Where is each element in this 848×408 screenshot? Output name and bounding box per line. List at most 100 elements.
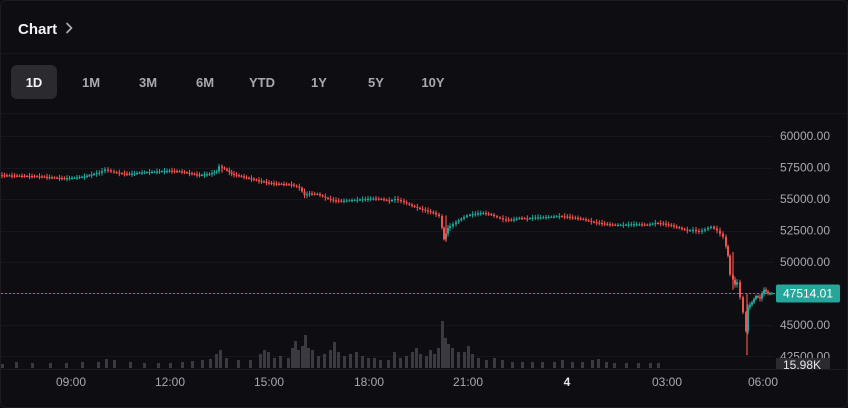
candle-body xyxy=(670,224,673,227)
tab-ytd[interactable]: YTD xyxy=(249,74,275,90)
candle-body xyxy=(311,193,313,195)
volume-bar xyxy=(181,362,184,368)
candle-body xyxy=(1,175,3,177)
tab-6m[interactable]: 6M xyxy=(195,74,215,90)
candle-body xyxy=(457,220,460,223)
candle-body xyxy=(23,175,26,178)
candle-body xyxy=(505,219,507,221)
volume-bar xyxy=(105,359,108,368)
candle-body xyxy=(722,233,724,237)
candle-body xyxy=(710,226,712,229)
volume-bar xyxy=(444,338,447,368)
candle-body xyxy=(555,216,558,218)
candle-body xyxy=(547,216,550,219)
candle-body xyxy=(141,172,143,174)
y-axis-label: 60000.00 xyxy=(780,129,830,143)
candle-body xyxy=(630,224,633,226)
candle-body xyxy=(394,199,396,201)
candle-body xyxy=(86,175,88,177)
volume-bar xyxy=(625,363,628,368)
candle-body xyxy=(198,174,201,176)
candle-body xyxy=(515,218,518,220)
chart-header[interactable]: Chart xyxy=(18,19,73,39)
candle-body xyxy=(657,222,659,225)
x-axis-label: 12:00 xyxy=(155,375,185,389)
tab-1d[interactable]: 1D xyxy=(11,65,57,99)
volume-bar xyxy=(294,341,297,368)
y-axis-label: 52500.00 xyxy=(780,224,830,238)
candle-body xyxy=(133,173,136,175)
volume-bar xyxy=(279,356,282,368)
candle-body xyxy=(388,200,391,202)
volume-bar xyxy=(337,352,340,368)
candle-body xyxy=(353,199,356,202)
tab-1m[interactable]: 1M xyxy=(81,74,101,90)
candle-body xyxy=(335,200,337,202)
candle-body xyxy=(424,209,427,211)
candle-body xyxy=(255,179,258,181)
tab-10y[interactable]: 10Y xyxy=(421,74,445,90)
tab-1y[interactable]: 1Y xyxy=(311,74,327,90)
candle-body xyxy=(542,217,545,219)
chevron-right-icon[interactable] xyxy=(65,21,73,39)
volume-bar xyxy=(419,354,422,368)
volume-bar xyxy=(411,352,414,368)
x-axis-strip xyxy=(1,369,847,407)
volume-bar xyxy=(191,361,194,368)
chart-title[interactable]: Chart xyxy=(18,20,58,38)
candle-body xyxy=(66,178,68,180)
candle-body xyxy=(391,199,393,202)
candle-body xyxy=(763,289,765,295)
candle-body xyxy=(215,171,218,173)
candle-body xyxy=(755,295,757,300)
candle-body xyxy=(196,174,198,176)
volume-bar xyxy=(329,350,332,368)
volume-bar xyxy=(367,358,370,368)
volume-bar xyxy=(441,321,444,368)
candle-body xyxy=(675,226,678,228)
candle-body xyxy=(332,199,335,201)
volume-bar xyxy=(249,360,252,368)
candle-body xyxy=(449,226,451,229)
volume-bar xyxy=(291,348,294,368)
volume-bar xyxy=(511,362,514,368)
candle-body xyxy=(558,216,561,218)
candle-body xyxy=(686,229,689,231)
candle-body xyxy=(121,173,123,175)
candle-body xyxy=(104,169,106,172)
x-axis-label: 15:00 xyxy=(254,375,284,389)
volume-bar xyxy=(541,362,544,368)
candle-body xyxy=(188,172,191,174)
volume-bar xyxy=(301,346,304,368)
candle-body xyxy=(479,213,482,215)
candle-body xyxy=(178,171,181,173)
candle-body xyxy=(13,175,16,177)
candle-body xyxy=(290,184,293,186)
candle-body xyxy=(698,230,700,233)
volume-bar xyxy=(553,362,556,368)
candle-body xyxy=(678,227,681,229)
candle-body xyxy=(662,223,665,225)
volume-bar xyxy=(477,358,480,368)
candle-body xyxy=(537,217,539,219)
candle-body xyxy=(704,229,706,231)
volume-bar xyxy=(157,363,160,368)
volume-bar xyxy=(437,348,440,368)
volume-bar xyxy=(15,362,18,368)
candle-body xyxy=(403,200,405,203)
candle-body xyxy=(206,174,208,176)
tab-3m[interactable]: 3M xyxy=(138,74,158,90)
volume-bar xyxy=(143,363,146,368)
candle-body xyxy=(348,200,351,202)
tab-5y[interactable]: 5Y xyxy=(368,74,384,90)
volume-bar xyxy=(333,342,336,368)
candle-body xyxy=(321,195,324,197)
candle-body xyxy=(53,177,56,179)
volume-bar xyxy=(471,354,474,368)
candle-body xyxy=(641,224,643,226)
candle-body xyxy=(151,171,153,174)
candle-body xyxy=(88,175,91,177)
candle-body xyxy=(73,177,76,179)
candle-body xyxy=(285,184,288,186)
